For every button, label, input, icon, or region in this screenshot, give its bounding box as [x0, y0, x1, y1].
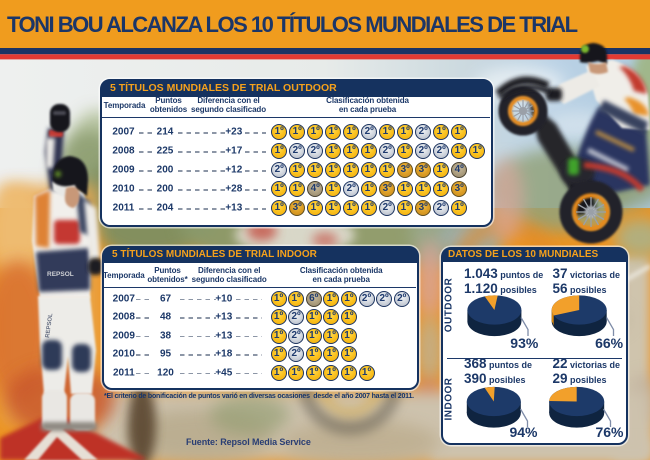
svg-text:REPSOL: REPSOL	[45, 313, 54, 339]
svg-text:REPSOL: REPSOL	[47, 271, 74, 278]
